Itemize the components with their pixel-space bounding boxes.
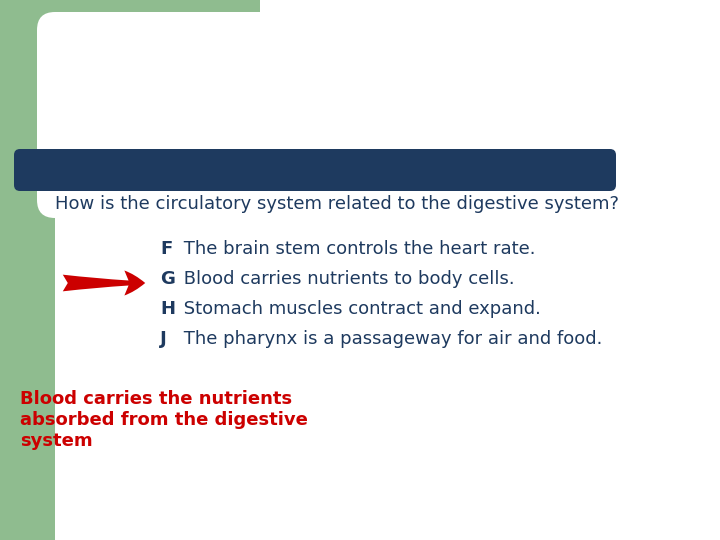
Text: Stomach muscles contract and expand.: Stomach muscles contract and expand. [178,300,541,318]
Text: Blood carries the nutrients
absorbed from the digestive
system: Blood carries the nutrients absorbed fro… [20,390,308,450]
Text: Blood carries nutrients to body cells.: Blood carries nutrients to body cells. [178,270,515,288]
Text: J: J [160,330,167,348]
FancyBboxPatch shape [37,12,333,218]
Text: F: F [160,240,172,258]
Text: H: H [160,300,175,318]
Text: How is the circulatory system related to the digestive system?: How is the circulatory system related to… [55,195,619,213]
Text: The pharynx is a passageway for air and food.: The pharynx is a passageway for air and … [178,330,603,348]
Text: G: G [160,270,175,288]
Bar [0,0,55,540]
Text: The brain stem controls the heart rate.: The brain stem controls the heart rate. [178,240,536,258]
Bar [0,0,260,170]
FancyBboxPatch shape [14,149,616,191]
Bar [55,30,335,50]
Bar [55,30,75,220]
